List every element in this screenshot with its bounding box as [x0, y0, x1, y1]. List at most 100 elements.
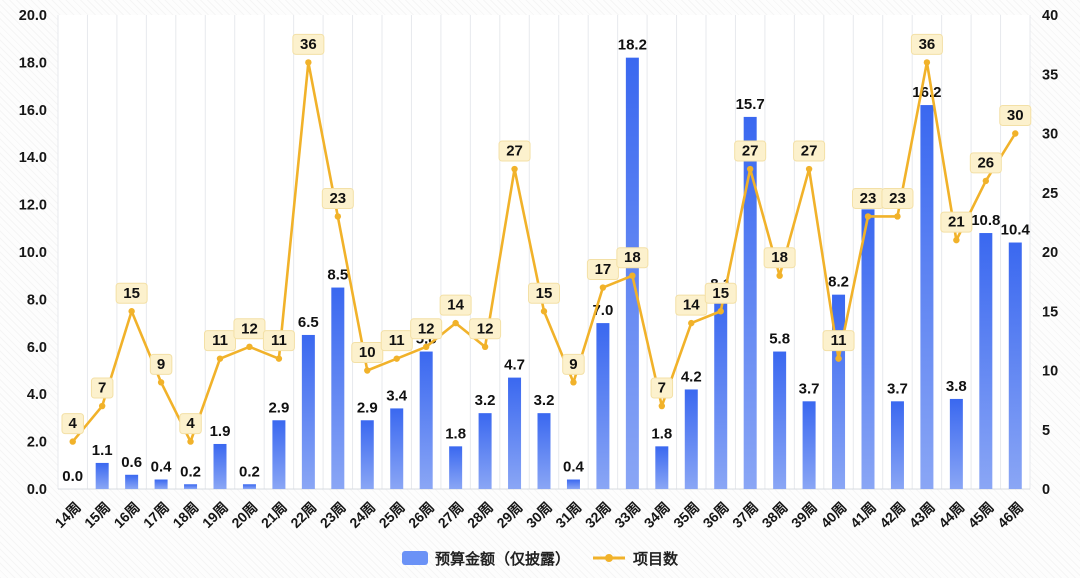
budget-bar — [596, 323, 610, 489]
bar-value-label: 3.2 — [475, 392, 496, 409]
project-count-marker — [1012, 130, 1019, 137]
line-value-label: 15 — [536, 285, 553, 302]
x-axis-label: 23周 — [317, 499, 349, 531]
line-value-label: 7 — [98, 380, 106, 397]
project-count-marker — [982, 177, 990, 185]
line-label-box — [351, 342, 384, 363]
x-axis-label: 15周 — [81, 499, 113, 531]
bar-value-label: 15.7 — [736, 96, 765, 113]
budget-bar — [920, 105, 934, 489]
legend-item-budget[interactable]: 预算金额（仅披露） — [401, 548, 570, 569]
budget-bar — [125, 474, 139, 489]
project-count-marker — [923, 59, 931, 66]
x-axis-label: 25周 — [376, 499, 408, 531]
budget-bar — [1008, 242, 1022, 489]
line-value-labels: 4 7 15 9 4 11 12 11 36 23 10 11 12 14 12 27 15 9 17 18 7 14 15… — [61, 33, 1032, 435]
x-axis-label: 30周 — [523, 499, 555, 531]
budget-bar — [95, 462, 109, 489]
line-label-box — [498, 140, 531, 162]
project-count-marker — [570, 379, 577, 386]
left-axis-labels: 0.0 2.0 4.0 6.0 8.0 10.0 12.0 14.0 16.0 18.0 20.0 — [19, 8, 47, 498]
line-label-box — [380, 330, 413, 352]
line-value-label: 10 — [359, 344, 376, 361]
budget-bar — [949, 398, 963, 489]
line-label-box — [650, 377, 674, 399]
line-swatch-icon — [593, 554, 625, 562]
budget-bar — [449, 446, 463, 489]
x-axis-label: 39周 — [788, 499, 820, 531]
bar-value-label: 5.8 — [769, 331, 790, 348]
budget-bar — [890, 401, 904, 489]
project-count-marker — [835, 355, 842, 362]
budget-bar — [419, 351, 433, 489]
line-value-label: 17 — [595, 261, 612, 278]
x-axis-label: 36周 — [700, 499, 732, 531]
line-label-box — [149, 353, 173, 375]
budget-bar — [301, 334, 315, 489]
line-label-box — [90, 377, 114, 399]
project-count-markers — [69, 59, 1019, 445]
project-count-marker — [157, 379, 165, 386]
x-axis-label: 20周 — [228, 499, 260, 531]
x-axis-label: 22周 — [287, 499, 319, 531]
left-axis-tick: 12.0 — [19, 198, 47, 214]
line-value-label: 12 — [477, 320, 494, 337]
line-value-label: 11 — [212, 332, 228, 349]
line-value-label: 7 — [658, 380, 666, 397]
bar-value-label: 0.4 — [151, 459, 173, 476]
line-label-box — [321, 187, 354, 209]
bar-value-label: 1.9 — [210, 423, 231, 440]
x-axis-label: 37周 — [729, 499, 761, 531]
project-count-marker — [187, 438, 194, 445]
project-count-marker — [540, 308, 548, 315]
line-label-box — [586, 259, 619, 281]
project-count-marker — [658, 402, 666, 410]
project-count-marker — [69, 438, 76, 445]
budget-bar — [154, 479, 168, 489]
line-label-box — [469, 318, 502, 340]
project-count-marker — [746, 165, 754, 173]
budget-bar — [272, 420, 286, 489]
right-axis-labels: 0 5 10 15 20 25 30 35 40 — [1042, 8, 1058, 498]
bar-value-label: 0.2 — [180, 463, 201, 480]
line-label-box — [439, 294, 472, 316]
x-axis-label: 29周 — [493, 499, 525, 531]
left-axis-tick: 10.0 — [19, 245, 47, 261]
line-label-box — [793, 140, 826, 162]
line-label-box — [822, 330, 855, 352]
left-axis-tick: 14.0 — [19, 150, 47, 166]
bar-value-label: 1.8 — [651, 425, 672, 442]
line-value-label: 9 — [569, 356, 577, 373]
x-axis-label: 45周 — [965, 499, 997, 531]
right-axis-tick: 40 — [1042, 8, 1058, 24]
project-count-marker — [364, 367, 371, 374]
x-axis-label: 34周 — [641, 499, 673, 531]
x-axis-label: 28周 — [464, 499, 496, 531]
x-axis-label: 26周 — [405, 499, 437, 531]
x-axis-label: 40周 — [817, 499, 849, 531]
legend-item-projects[interactable]: 项目数 — [592, 548, 678, 569]
line-value-label: 14 — [683, 297, 700, 314]
x-axis-label: 27周 — [435, 499, 467, 531]
x-axis-label: 44周 — [935, 499, 967, 531]
line-value-label: 30 — [1007, 107, 1024, 124]
project-count-marker — [422, 343, 430, 350]
budget-bar — [360, 420, 374, 489]
line-label-box — [940, 211, 973, 233]
bar-value-label: 2.9 — [357, 399, 378, 416]
right-axis-tick: 15 — [1042, 304, 1058, 320]
bar-value-label: 3.2 — [534, 392, 555, 409]
budget-bars — [95, 57, 1022, 489]
x-axis-label: 21周 — [258, 499, 290, 531]
bar-value-label: 3.4 — [386, 387, 408, 404]
x-axis-label: 14周 — [52, 499, 84, 531]
line-value-label: 23 — [860, 190, 877, 207]
budget-bar — [743, 116, 757, 489]
project-count-marker — [805, 165, 813, 173]
line-label-box — [61, 413, 84, 435]
project-count-marker — [717, 308, 724, 315]
budget-bar — [655, 446, 669, 489]
x-axis-labels: 14周15周16周17周18周19周20周21周22周23周24周25周26周2… — [52, 499, 1027, 531]
project-count-marker — [481, 343, 489, 350]
